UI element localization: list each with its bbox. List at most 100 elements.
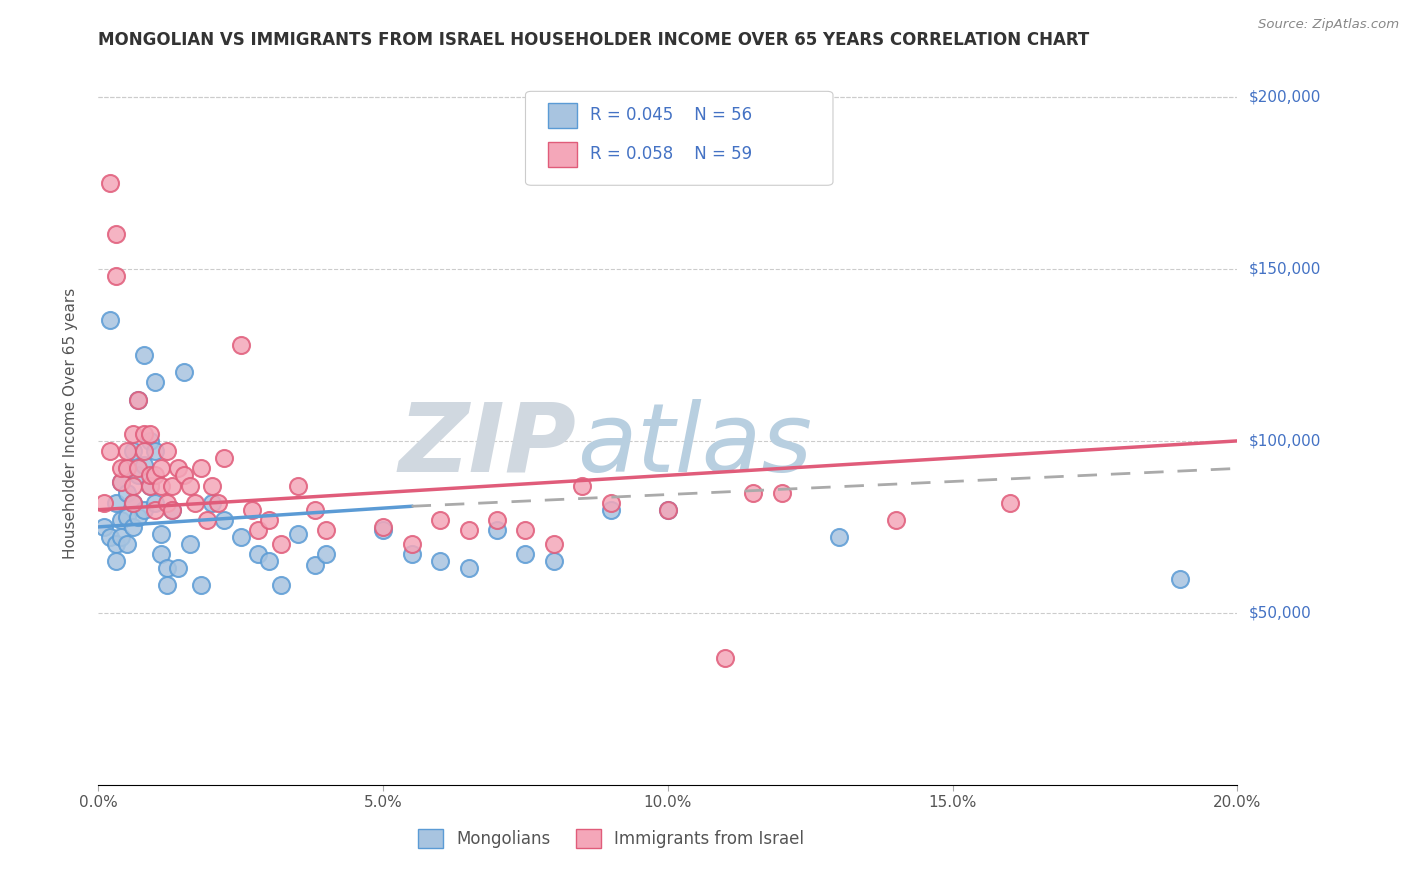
Point xyxy=(110,461,132,475)
Point xyxy=(121,444,143,458)
Point xyxy=(162,502,184,516)
Point xyxy=(104,268,127,283)
Text: Source: ZipAtlas.com: Source: ZipAtlas.com xyxy=(1258,18,1399,31)
Point xyxy=(457,524,479,538)
Point xyxy=(304,502,326,516)
Point xyxy=(104,496,127,510)
Point xyxy=(240,502,263,516)
Point xyxy=(190,578,212,592)
Text: $50,000: $50,000 xyxy=(1249,606,1312,621)
Point xyxy=(828,530,851,544)
Point xyxy=(138,427,160,442)
Point xyxy=(229,530,252,544)
Point xyxy=(429,513,451,527)
Point xyxy=(173,468,195,483)
Point xyxy=(714,650,737,665)
Point xyxy=(138,468,160,483)
Point xyxy=(304,558,326,572)
Text: atlas: atlas xyxy=(576,399,811,491)
Point xyxy=(543,554,565,568)
Point xyxy=(657,502,679,516)
Point xyxy=(259,554,281,568)
Point xyxy=(115,461,138,475)
Text: $200,000: $200,000 xyxy=(1249,89,1320,104)
Point xyxy=(162,478,184,492)
Point xyxy=(145,496,167,510)
Point xyxy=(138,478,160,492)
Point xyxy=(998,496,1021,510)
Point xyxy=(110,475,132,490)
Point xyxy=(156,561,179,575)
Point xyxy=(600,496,623,510)
Point xyxy=(127,392,149,407)
Point xyxy=(315,524,337,538)
Point xyxy=(184,496,207,510)
Text: R = 0.058    N = 59: R = 0.058 N = 59 xyxy=(591,145,752,163)
Point xyxy=(190,461,212,475)
Point xyxy=(373,524,395,538)
Point xyxy=(167,461,190,475)
Point xyxy=(457,561,479,575)
Point xyxy=(270,578,292,592)
Point xyxy=(486,524,509,538)
Point xyxy=(127,509,149,524)
Point xyxy=(145,376,167,390)
Point xyxy=(145,468,167,483)
Point xyxy=(401,537,423,551)
Point xyxy=(127,461,149,475)
Point xyxy=(132,348,155,362)
Point xyxy=(179,537,201,551)
Point xyxy=(121,478,143,492)
Point xyxy=(150,526,173,541)
Point xyxy=(121,496,143,510)
Text: $150,000: $150,000 xyxy=(1249,261,1320,277)
Point xyxy=(515,524,537,538)
Point xyxy=(315,548,337,562)
Point xyxy=(121,496,143,510)
Point xyxy=(212,451,235,466)
Point xyxy=(115,444,138,458)
Point xyxy=(132,502,155,516)
Point xyxy=(132,458,155,472)
Point xyxy=(173,365,195,379)
Point xyxy=(145,444,167,458)
Point xyxy=(150,461,173,475)
Point xyxy=(657,502,679,516)
Point xyxy=(246,548,269,562)
Point xyxy=(98,530,121,544)
Point xyxy=(110,513,132,527)
Text: MONGOLIAN VS IMMIGRANTS FROM ISRAEL HOUSEHOLDER INCOME OVER 65 YEARS CORRELATION: MONGOLIAN VS IMMIGRANTS FROM ISRAEL HOUS… xyxy=(98,31,1090,49)
Point xyxy=(121,520,143,534)
Point xyxy=(156,578,179,592)
Point xyxy=(770,485,793,500)
Point xyxy=(110,475,132,490)
Point xyxy=(742,485,765,500)
Point xyxy=(150,478,173,492)
Point xyxy=(515,548,537,562)
Point xyxy=(259,513,281,527)
Point xyxy=(571,478,593,492)
Point xyxy=(429,554,451,568)
Point xyxy=(93,520,115,534)
Point xyxy=(132,444,155,458)
Point xyxy=(201,496,224,510)
Point xyxy=(127,392,149,407)
Point xyxy=(486,513,509,527)
Legend: Mongolians, Immigrants from Israel: Mongolians, Immigrants from Israel xyxy=(409,820,813,856)
Point xyxy=(104,554,127,568)
Point xyxy=(373,520,395,534)
Point xyxy=(98,176,121,190)
Point xyxy=(98,444,121,458)
Y-axis label: Householder Income Over 65 years: Householder Income Over 65 years xyxy=(63,288,77,559)
Point xyxy=(543,537,565,551)
Text: $100,000: $100,000 xyxy=(1249,434,1320,449)
Point xyxy=(401,548,423,562)
Text: R = 0.045    N = 56: R = 0.045 N = 56 xyxy=(591,106,752,124)
Point xyxy=(98,313,121,327)
Point xyxy=(93,496,115,510)
Point xyxy=(1170,572,1192,586)
Point xyxy=(229,337,252,351)
Point xyxy=(110,530,132,544)
Point xyxy=(212,513,235,527)
FancyBboxPatch shape xyxy=(548,142,576,167)
